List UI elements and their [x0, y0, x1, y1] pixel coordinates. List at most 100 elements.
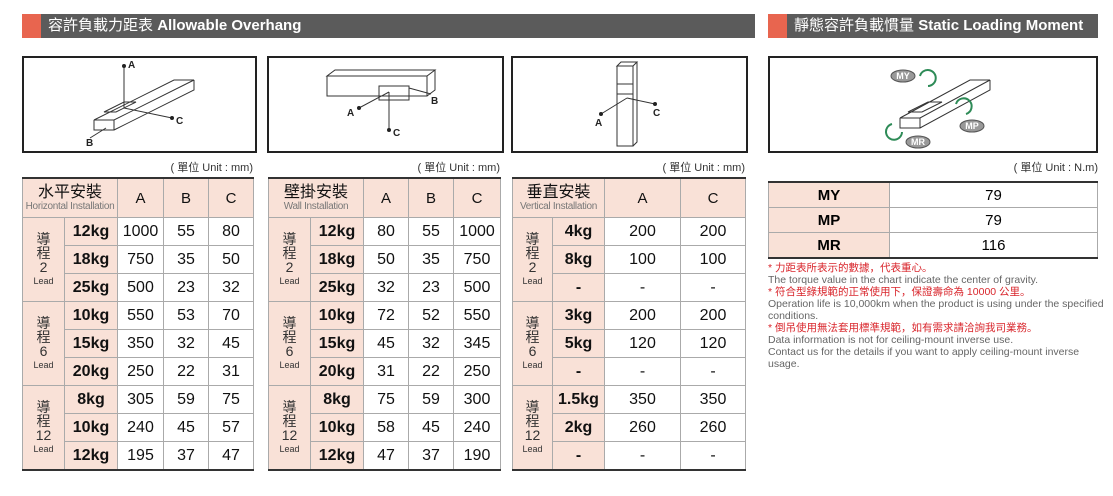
data-row: 25kg 500 23 32	[23, 273, 254, 302]
overhang-table: 壁掛安裝 Wall Installation A B C 導程 2 Lead 12kg 80 55 1…	[268, 177, 501, 471]
data-row: 18kg 50 35 750	[269, 245, 501, 274]
value-cell: -	[604, 357, 681, 386]
data-row: ---	[513, 273, 746, 302]
load-cell: -	[552, 273, 605, 302]
value-cell: 22	[163, 357, 209, 386]
value-cell: -	[680, 273, 746, 302]
diagram-svg: C A B	[325, 69, 438, 139]
lead-num: 12	[281, 426, 298, 443]
header-title: 靜態容許負載慣量 Static Loading Moment	[794, 14, 1083, 38]
lead-num: 12	[35, 426, 52, 443]
load-cell: 12kg	[64, 441, 118, 471]
load-cell: 20kg	[64, 357, 118, 386]
value-cell: -	[680, 357, 746, 386]
install-en: Horizontal Installation	[25, 201, 115, 212]
lead-zh: 導程	[36, 230, 51, 261]
data-row: 導程 2 Lead 12kg 1000 55 80	[22, 217, 254, 302]
lead-zh: 導程	[282, 230, 297, 261]
header-marker	[22, 14, 41, 38]
diagram-label: A	[128, 60, 135, 71]
value-cell: 23	[163, 273, 209, 302]
lead-en: Lead	[33, 275, 54, 286]
moment-row: MP 79	[768, 207, 1098, 233]
diagram: C A B	[267, 56, 504, 153]
lead-num: 6	[285, 342, 294, 359]
header-marker	[768, 14, 787, 38]
data-row: 20kg 31 22 250	[269, 357, 501, 386]
value-cell: 300	[453, 385, 501, 414]
lead-en: Lead	[279, 359, 300, 370]
unit-label: ( 單位 Unit : mm)	[170, 162, 254, 174]
header-zh: 容許負載力距表	[48, 17, 154, 34]
lead-cell: 導程 2 Lead	[512, 217, 553, 302]
data-row: 導程 2 Lead 12kg 80 55 1000	[268, 217, 501, 302]
value-cell: 55	[408, 217, 454, 246]
load-cell: 12kg	[310, 217, 364, 246]
value-cell: 250	[453, 357, 501, 386]
moment-value: 79	[889, 181, 1098, 208]
data-row: 導程 12 Lead 8kg 75 59 300	[268, 385, 501, 471]
data-row: 15kg 350 32 45	[23, 329, 254, 358]
diagram-label: A	[595, 118, 602, 129]
value-cell: 350	[117, 329, 164, 358]
data-row: 10kg 240 45 57	[23, 413, 254, 442]
note-en: Data information is not for ceiling-moun…	[768, 334, 1014, 346]
lead-num: 12	[524, 426, 541, 443]
value-cell: 120	[680, 329, 746, 358]
value-cell: 53	[163, 301, 209, 330]
diagram-svg: A C B	[86, 60, 195, 149]
diagram-label: MP	[965, 121, 979, 131]
value-cell: 260	[604, 413, 681, 442]
lead-cell: 導程 2 Lead	[268, 217, 311, 302]
diagram: A C	[511, 56, 748, 153]
value-cell: 32	[163, 329, 209, 358]
value-cell: 550	[453, 301, 501, 330]
column-header: C	[453, 177, 501, 218]
section-header: 靜態容許負載慣量 Static Loading Moment	[768, 14, 1098, 38]
diagram: A C B	[22, 56, 257, 153]
lead-en: Lead	[279, 443, 300, 454]
overhang-table: 水平安裝 Horizontal Installation A B C 導程 2 Lead 12k…	[22, 177, 254, 471]
column-header: C	[208, 177, 254, 218]
column-header: B	[408, 177, 454, 218]
note-zh: * 符合型錄規範的正常使用下，保證壽命為 10000 公里。	[768, 286, 1031, 298]
load-cell: 12kg	[64, 217, 118, 246]
load-cell: 12kg	[310, 441, 364, 471]
lead-cell: 導程 12 Lead	[268, 385, 311, 471]
lead-num: 2	[285, 258, 294, 275]
value-cell: -	[680, 441, 746, 471]
value-cell: 52	[408, 301, 454, 330]
diagram: MY MP MR	[768, 56, 1098, 153]
value-cell: 350	[680, 385, 746, 414]
value-cell: 35	[163, 245, 209, 274]
value-cell: 45	[163, 413, 209, 442]
value-cell: 57	[208, 413, 254, 442]
value-cell: 120	[604, 329, 681, 358]
lead-zh: 導程	[282, 398, 297, 429]
value-cell: 80	[208, 217, 254, 246]
value-cell: 50	[208, 245, 254, 274]
load-cell: 10kg	[310, 413, 364, 442]
moment-row: MY 79	[768, 181, 1098, 208]
value-cell: 195	[117, 441, 164, 471]
data-row: 12kg 47 37 190	[269, 441, 501, 471]
value-cell: 47	[208, 441, 254, 471]
value-cell: 31	[363, 357, 409, 386]
lead-num: 2	[528, 258, 537, 275]
value-cell: -	[604, 441, 681, 471]
value-cell: 47	[363, 441, 409, 471]
value-cell: 305	[117, 385, 164, 414]
data-row: 導程 2 Lead 4kg 200 200	[512, 217, 746, 302]
value-cell: 59	[408, 385, 454, 414]
diagram-label: C	[653, 108, 660, 119]
value-cell: 75	[363, 385, 409, 414]
value-cell: 55	[163, 217, 209, 246]
value-cell: 250	[117, 357, 164, 386]
note-en: Operation life is 10,000km when the prod…	[768, 298, 1104, 322]
value-cell: 1000	[117, 217, 164, 246]
note-zh: * 倒吊使用無法套用標準規範，如有需求請洽詢我司業務。	[768, 322, 1038, 334]
install-zh: 水平安裝	[37, 184, 102, 201]
moment-row: MR 116	[768, 232, 1098, 259]
install-type: 垂直安裝 Vertical Installation	[512, 177, 605, 218]
note-zh: * 力距表所表示的數據，代表重心。	[768, 262, 933, 274]
